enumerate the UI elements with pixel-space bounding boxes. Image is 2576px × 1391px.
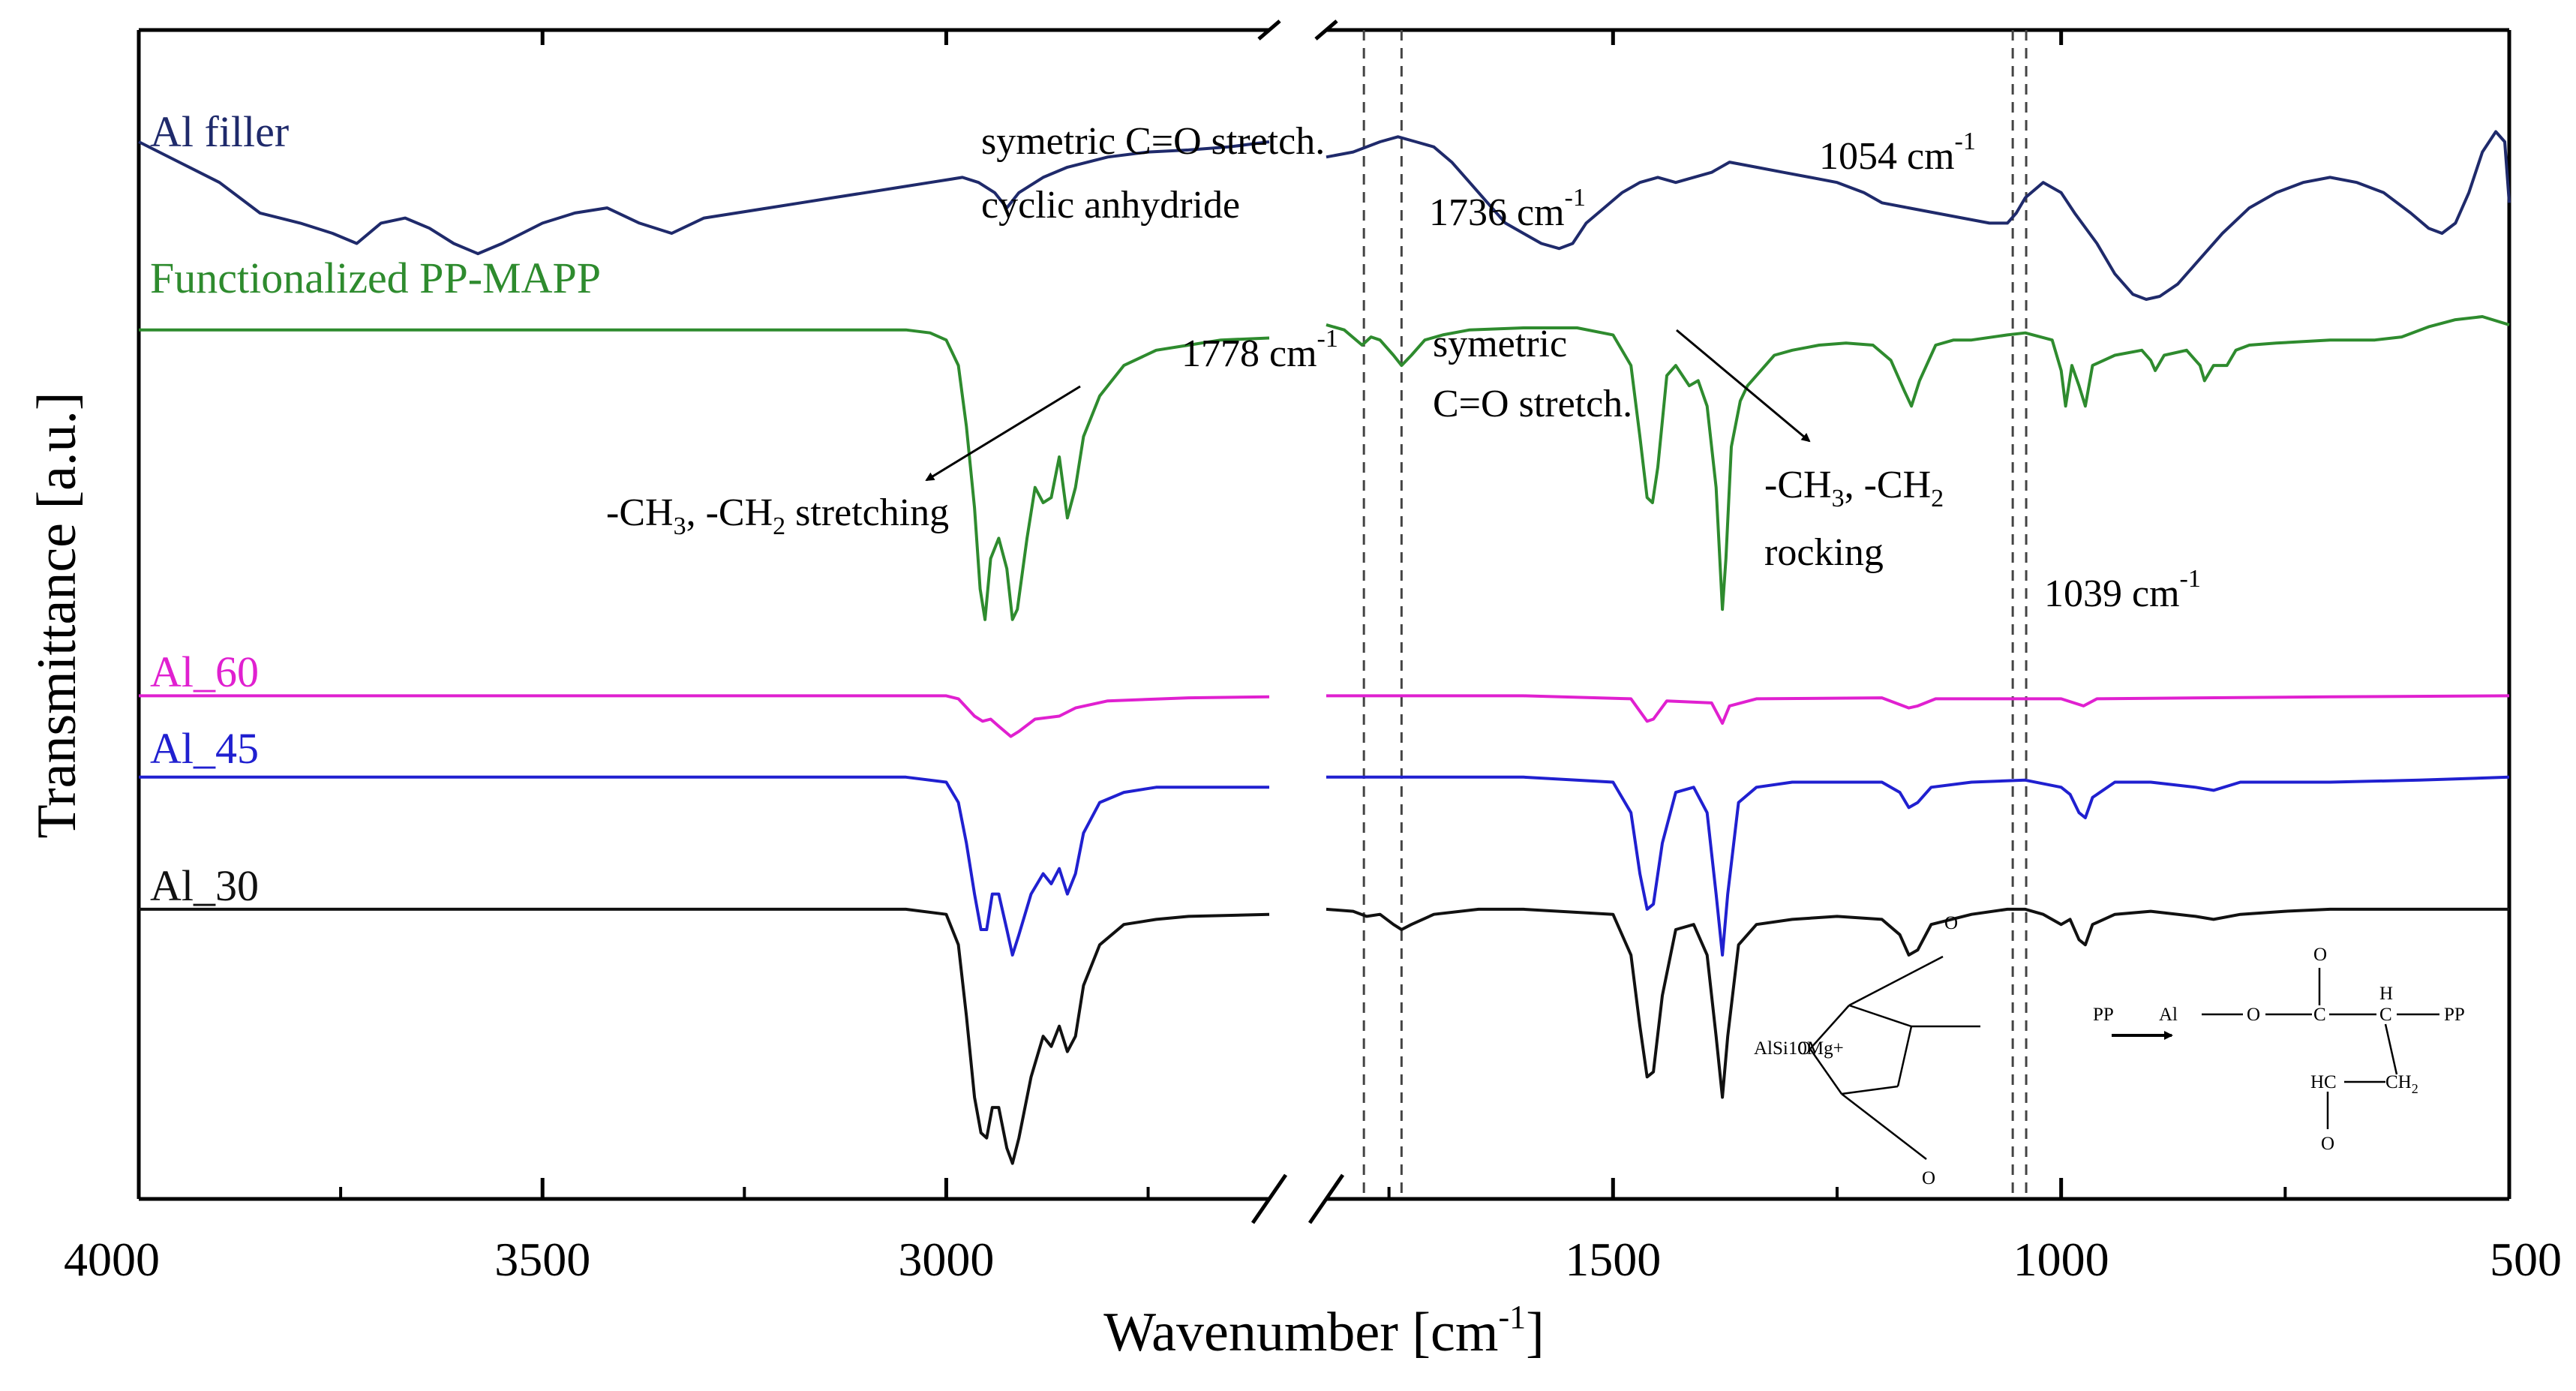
scheme-h: H: [2379, 984, 2393, 1004]
series-label-al-60: Al_60: [150, 647, 259, 696]
scheme-ch2-main: CH: [2385, 1072, 2412, 1092]
scheme-o-top: O: [1944, 913, 1958, 933]
scheme-o-bottom: O: [1922, 1168, 1935, 1188]
ch-stretch-sub2: 2: [773, 512, 785, 540]
scheme-c-link: C: [2313, 1005, 2326, 1025]
x-axis-ticks: [137, 30, 2511, 1199]
scheme-labels: AlSi10Mg+ O O O PP Al O C O H C PP HC CH…: [1754, 913, 2465, 1188]
bond-ring-2: [1896, 1026, 1913, 1087]
ch-stretch-c: stretching: [785, 491, 949, 534]
annotation-symetric-line2: C=O stretch.: [1433, 383, 1632, 425]
annotation-peak-1054-main: 1054 cm: [1819, 135, 1955, 178]
series-label-al-30: Al_30: [150, 861, 259, 910]
series-line-al-filler-part2: [1326, 130, 2511, 301]
y-axis-title: Transmittance [a.u.]: [26, 392, 88, 838]
bond-ring-3: [1841, 1085, 1899, 1095]
reaction-scheme: [1809, 955, 2439, 1160]
scheme-ch2-sub: 2: [2412, 1081, 2418, 1096]
series-line-al-60-part1: [139, 694, 1270, 738]
annotation-ch-rocking-line2: rocking: [1764, 531, 1884, 574]
bond-ring-4: [1809, 1048, 1843, 1095]
annotation-peak-1054: 1054 cm-1: [1819, 128, 1976, 178]
annotation-peak-1054-sup: -1: [1955, 128, 1976, 155]
break-mark-top-1: [1257, 20, 1281, 41]
annotation-peak-1778-sup: -1: [1317, 325, 1338, 353]
annotation-cyclic-line2: cyclic anhydride: [981, 184, 1240, 227]
series-line-al-30-part2: [1326, 907, 2509, 1099]
ch-rock-b: , -CH: [1845, 464, 1932, 506]
ch-stretch-b: , -CH: [686, 491, 773, 534]
axes-frame: [137, 28, 2511, 1201]
series-line-al-60-part2: [1326, 694, 2510, 725]
annotation-peak-1039: 1039 cm-1: [2044, 565, 2201, 615]
x-axis-title: Wavenumber [cm-1]: [1103, 1299, 1545, 1363]
x-axis-title-end: ]: [1526, 1302, 1545, 1363]
annotation-peak-1778-main: 1778 cm: [1181, 332, 1317, 375]
series-line-al-30-part1: [139, 907, 1270, 1165]
break-mark-bottom-1: [1250, 1173, 1288, 1224]
ch-stretch-sub3: 3: [674, 512, 686, 540]
axis-break-marks: [1250, 20, 1345, 1224]
ch-rock-sub3: 3: [1832, 485, 1845, 512]
annotation-peak-1736-sup: -1: [1565, 184, 1586, 212]
x-axis-title-main: Wavenumber [cm: [1103, 1302, 1498, 1363]
arrow-ch-stretching: [925, 385, 1081, 482]
series-label-pp-mapp: Functionalized PP-MAPP: [150, 254, 601, 302]
x-tick-label-1000: 1000: [2013, 1233, 2109, 1286]
x-tick-label-500: 500: [2490, 1233, 2562, 1286]
series-line-functionalized-pp-mapp-part1: [139, 328, 1270, 621]
scheme-o-bottom-right: O: [2321, 1134, 2334, 1154]
series-line-al-45-part2: [1326, 775, 2510, 957]
bond-ch-ch2: [2384, 1023, 2398, 1075]
scheme-o-link: O: [2247, 1005, 2260, 1025]
scheme-reactant: AlSi10Mg+: [1754, 1038, 1844, 1059]
x-axis-tick-labels: 4000 3500 3000 1500 1000 500: [64, 1233, 2562, 1286]
series-line-al-filler-part1: [138, 140, 1270, 256]
annotation-peak-1736: 1736 cm-1: [1429, 184, 1586, 234]
x-tick-label-1500: 1500: [1565, 1233, 1661, 1286]
series-line-al-45-part1: [139, 775, 1269, 957]
annotation-ch-rocking-line1: -CH3, -CH2: [1764, 464, 1944, 512]
annotation-symetric-line1: symetric: [1433, 323, 1567, 365]
x-tick-label-3000: 3000: [898, 1233, 994, 1286]
x-axis-title-sup: -1: [1498, 1299, 1526, 1335]
series-lines: [138, 130, 2511, 1165]
annotation-peak-1039-main: 1039 cm: [2044, 572, 2180, 615]
scheme-c-h: C: [2379, 1005, 2392, 1025]
ch-rock-sub2: 2: [1931, 485, 1944, 512]
annotation-peak-1039-sup: -1: [2180, 565, 2201, 593]
annotation-ch-stretching: -CH3, -CH2 stretching: [606, 491, 949, 540]
scheme-hc: HC: [2310, 1072, 2337, 1092]
bond-carbonyl-bottom: [1841, 1093, 1927, 1160]
scheme-pp-left: PP: [2093, 1005, 2114, 1025]
scheme-pp-right: PP: [2444, 1005, 2465, 1025]
scheme-al: Al: [2159, 1005, 2178, 1025]
ch-stretch-a: -CH: [606, 491, 674, 534]
arrow-ch-rocking: [1676, 329, 1811, 443]
reference-lines: [1362, 30, 2028, 1199]
series-label-al-45: Al_45: [150, 724, 259, 773]
bond-ring-1: [1848, 1004, 1912, 1028]
break-mark-top-2: [1314, 20, 1338, 41]
scheme-ch2: CH2: [2385, 1072, 2418, 1096]
break-mark-bottom-2: [1308, 1173, 1345, 1224]
x-tick-label-4000: 4000: [64, 1233, 160, 1286]
x-tick-label-3500: 3500: [494, 1233, 590, 1286]
bond-carbonyl-top: [1848, 955, 1944, 1007]
annotation-peak-1736-main: 1736 cm: [1429, 191, 1565, 234]
annotation-cyclic-line1: symetric C=O stretch.: [981, 120, 1325, 163]
scheme-o-carbonyl: O: [2313, 945, 2327, 965]
bond-ring-5: [1809, 1005, 1850, 1050]
scheme-o-ring: O: [1797, 1038, 1811, 1059]
annotation-peak-1778: 1778 cm-1: [1181, 325, 1338, 375]
series-line-functionalized-pp-mapp-part2: [1326, 315, 2510, 611]
series-label-al-filler: Al filler: [150, 107, 289, 156]
ch-rock-a: -CH: [1764, 464, 1832, 506]
